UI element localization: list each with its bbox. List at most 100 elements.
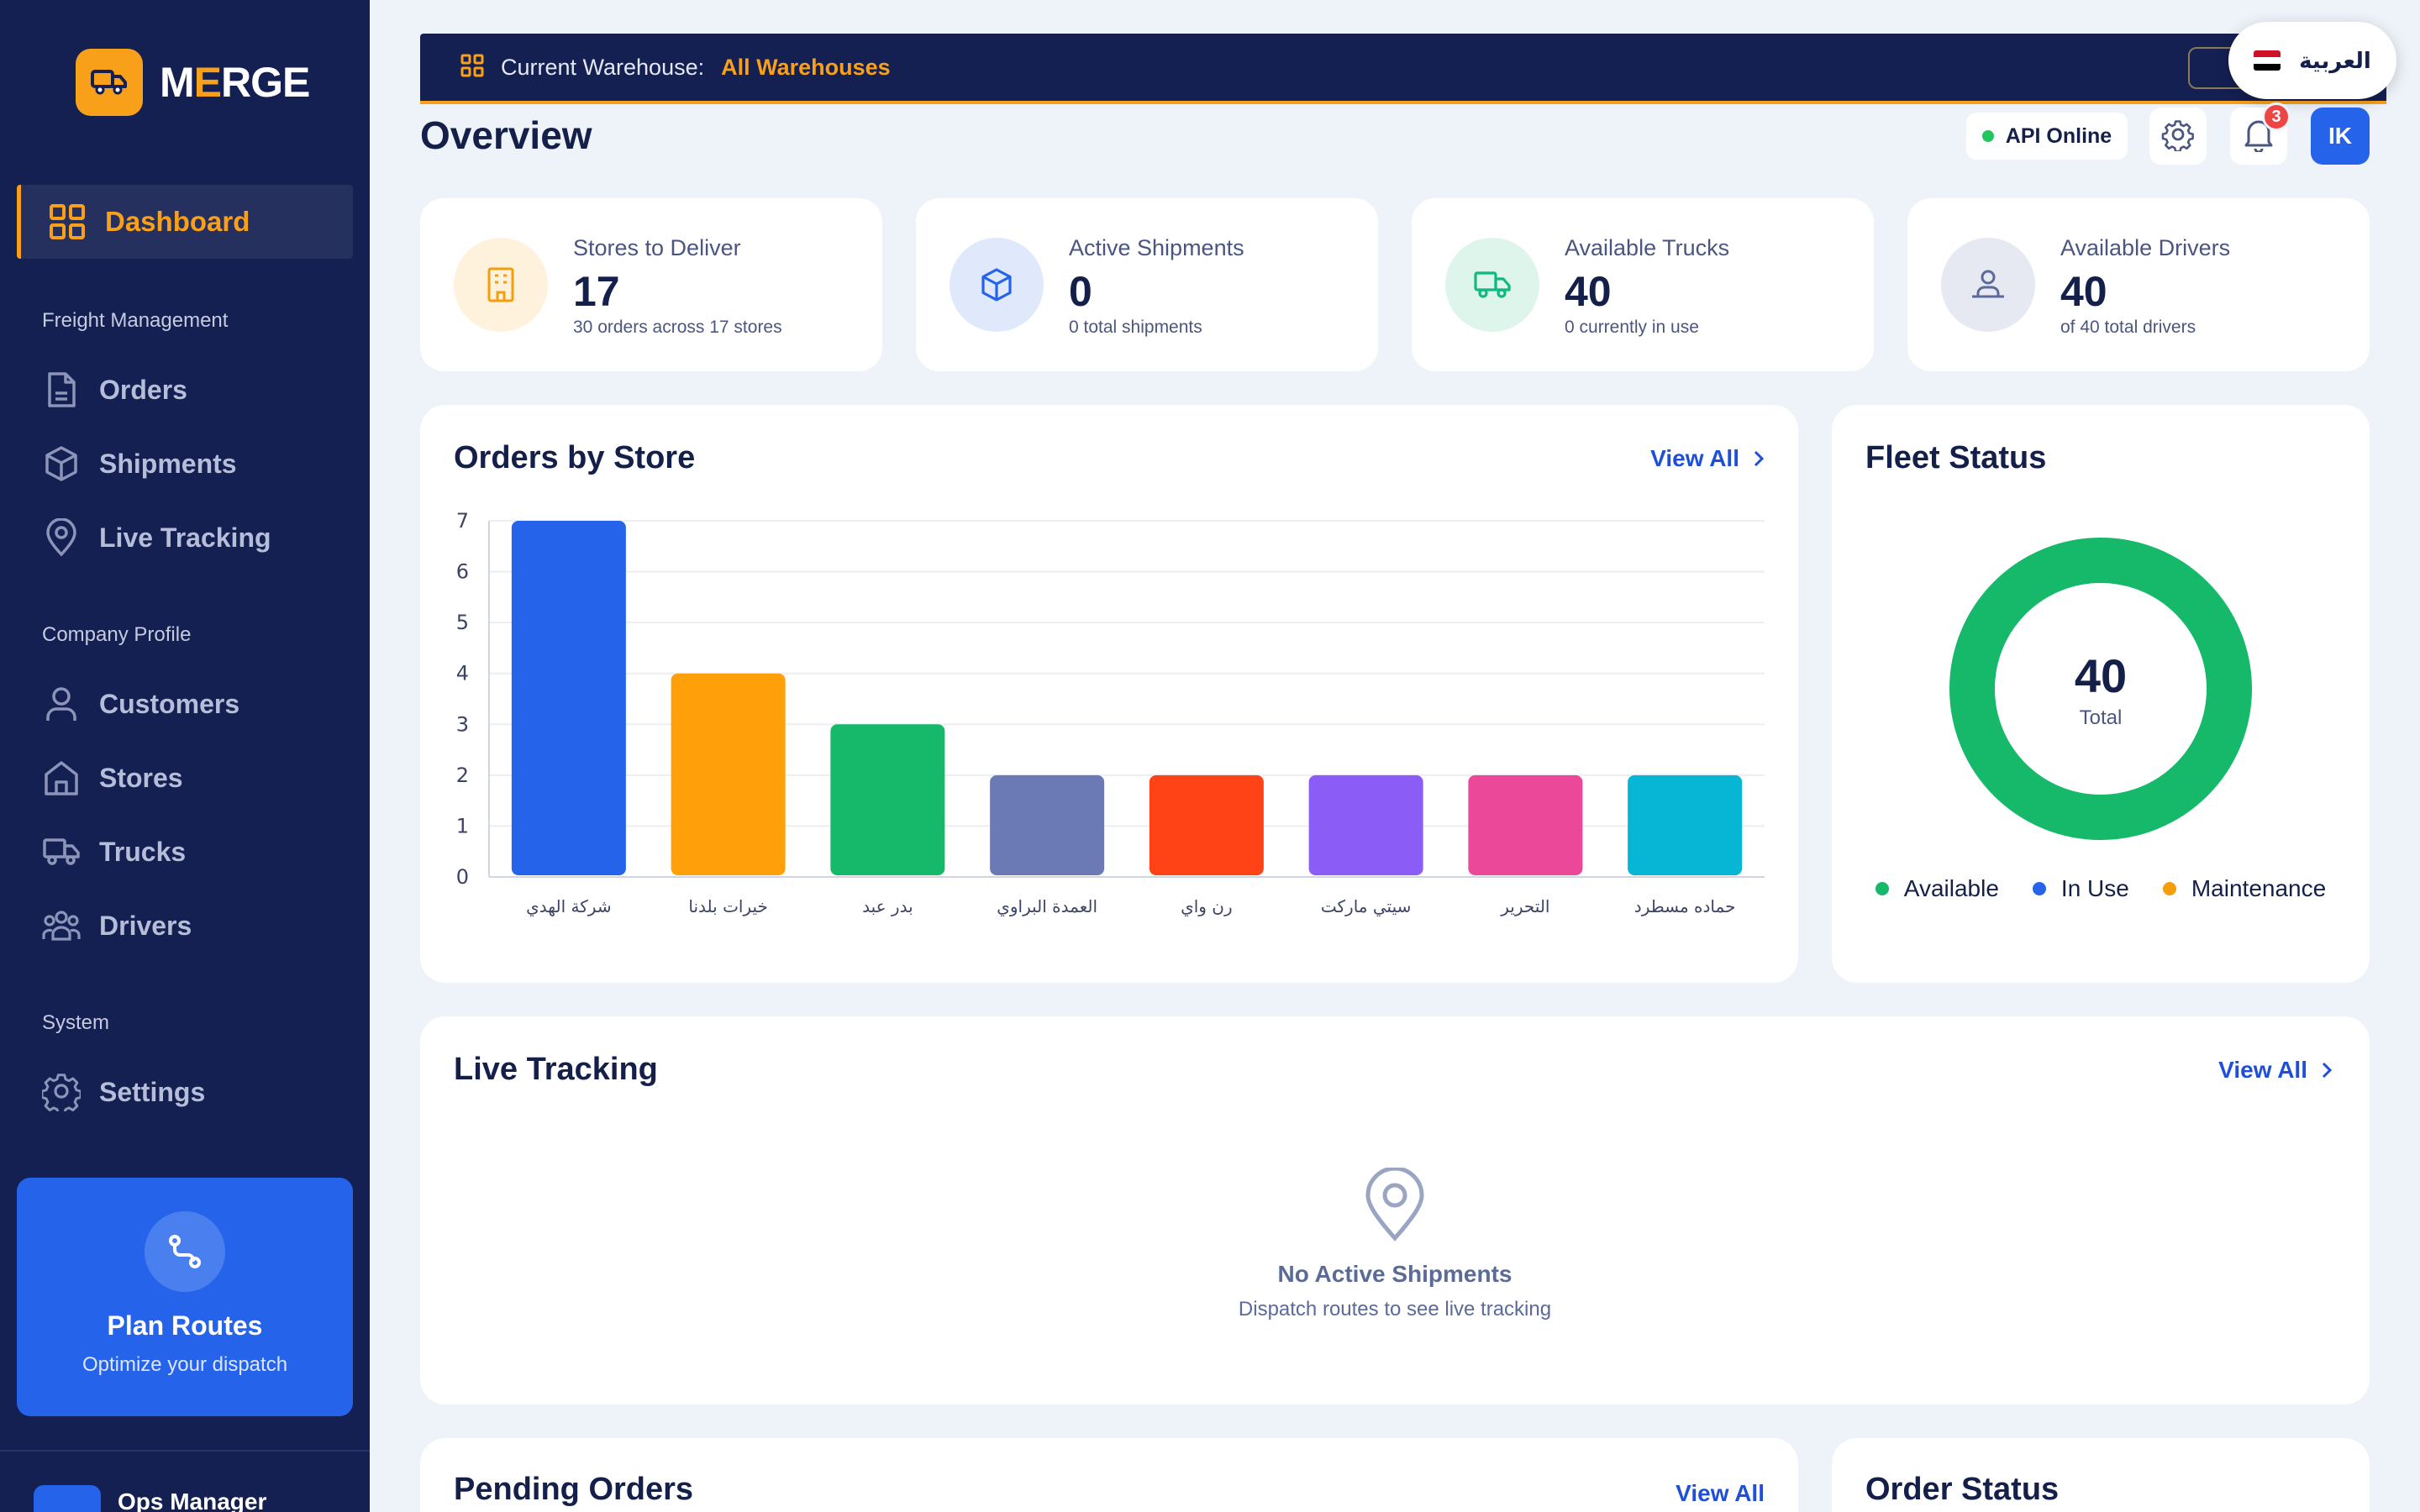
stat-subtext: 30 orders across 17 stores (573, 318, 782, 337)
y-tick-label: 0 (456, 865, 469, 889)
y-tick-label: 7 (456, 509, 469, 533)
legend-dot (2032, 882, 2046, 895)
bar (830, 724, 945, 875)
notification-badge: 3 (2262, 102, 2291, 131)
sidebar-item-shipments[interactable]: Shipments (42, 438, 237, 489)
stat-label: Active Shipments (1069, 235, 1244, 260)
building-icon (454, 238, 548, 332)
sidebar-item-dashboard[interactable]: Dashboard (17, 185, 353, 259)
warehouse-selector[interactable]: All Warehouses (721, 54, 891, 80)
legend-dot (1875, 882, 1889, 895)
x-tick-label: رن واي (1181, 896, 1233, 917)
sidebar-item-label: Settings (99, 1076, 206, 1107)
warehouse-bar[interactable]: Current Warehouse: All Warehouses (420, 34, 2386, 104)
sidebar-divider (0, 1450, 370, 1452)
route-icon (145, 1211, 225, 1292)
map-pin-icon (42, 518, 81, 557)
sidebar-item-trucks[interactable]: Trucks (42, 827, 186, 877)
view-all-label: View All (1650, 445, 1739, 471)
sidebar-item-customers[interactable]: Customers (42, 679, 239, 729)
stat-card-trucks[interactable]: Available Trucks 40 0 currently in use (1412, 198, 1874, 371)
bar (1468, 774, 1583, 875)
sidebar-item-label: Orders (99, 374, 187, 405)
home-icon (42, 759, 81, 797)
section-freight-management: Freight Management (42, 309, 229, 332)
bar (1628, 774, 1743, 875)
legend-label: In Use (2060, 875, 2129, 901)
y-tick-label: 3 (456, 712, 469, 736)
legend-dot (2162, 882, 2176, 895)
sidebar-item-label: Live Tracking (99, 522, 271, 553)
fleet-donut-chart (1949, 538, 2252, 840)
sidebar-item-label: Drivers (99, 910, 192, 941)
box-icon (42, 444, 81, 483)
plan-routes-title: Plan Routes (107, 1310, 263, 1341)
notifications-button[interactable]: 3 (2230, 102, 2291, 165)
sidebar-item-live-tracking[interactable]: Live Tracking (42, 512, 271, 563)
stat-card-drivers[interactable]: Available Drivers 40 of 40 total drivers (1907, 198, 2370, 371)
gear-icon (2161, 118, 2195, 155)
y-tick-label: 6 (456, 560, 469, 584)
sidebar: MERGE Dashboard Freight Management Order… (0, 0, 370, 1512)
sidebar-item-orders[interactable]: Orders (42, 365, 187, 415)
warehouse-bar-button[interactable] (2188, 47, 2255, 89)
fleet-status-panel: Fleet Status 40 Total Available In Use M… (1832, 405, 2370, 983)
donut-segment-available (1949, 538, 2252, 840)
bar (990, 774, 1105, 875)
view-all-link[interactable]: View All (1650, 445, 1765, 472)
orders-by-store-panel: Orders by Store View All 0 1 2 3 4 5 6 7 شركة ال… (420, 405, 1798, 983)
x-tick-label: شركة الهدي (526, 896, 611, 917)
stat-card-stores[interactable]: Stores to Deliver 17 30 orders across 17… (420, 198, 882, 371)
grid-icon (460, 54, 484, 81)
sidebar-item-settings[interactable]: Settings (42, 1067, 205, 1117)
plan-routes-card[interactable]: Plan Routes Optimize your dispatch (17, 1178, 353, 1416)
settings-button[interactable] (2149, 108, 2207, 165)
x-tick-label: بدر عبد (862, 896, 913, 916)
stat-subtext: 0 currently in use (1565, 318, 1699, 337)
truck-logo-icon (76, 49, 143, 116)
sidebar-item-drivers[interactable]: Drivers (42, 900, 192, 951)
stat-value: 0 (1069, 268, 1092, 315)
chevron-right-icon (1754, 450, 1765, 467)
fleet-total: 40 (2074, 649, 2128, 702)
fleet-legend: Available In Use Maintenance (1832, 875, 2370, 902)
stat-label: Available Trucks (1565, 235, 1730, 260)
sidebar-item-label: Customers (99, 688, 240, 719)
user-avatar[interactable]: IK (2311, 108, 2370, 165)
section-system: System (42, 1011, 110, 1034)
orders-bar-chart: 0 1 2 3 4 5 6 7 شركة الهدي خيرات بلدنا بدر عبد العم… (456, 509, 1765, 917)
bar (1149, 774, 1264, 875)
sidebar-item-label: Stores (99, 762, 183, 793)
view-all-link[interactable]: View All (1676, 1480, 1765, 1506)
y-tick-label: 5 (456, 611, 469, 634)
sidebar-item-label: Dashboard (105, 206, 250, 237)
status-dot (1981, 130, 1994, 142)
section-company-profile: Company Profile (42, 623, 192, 646)
stat-card-shipments[interactable]: Active Shipments 0 0 total shipments (916, 198, 1378, 371)
user-avatar-small[interactable] (34, 1485, 101, 1512)
live-tracking-panel: Live Tracking View All No Active Shipmen… (420, 1016, 2370, 1404)
stat-label: Stores to Deliver (573, 235, 741, 260)
language-label: العربية (2299, 47, 2371, 73)
brand-logo[interactable]: MERGE (76, 49, 310, 116)
empty-state-subtitle: Dispatch routes to see live tracking (1238, 1298, 1552, 1320)
user-role: Ops Manager (118, 1488, 267, 1512)
api-status-badge: API Online (1966, 113, 2128, 160)
view-all-link[interactable]: View All (2218, 1057, 2333, 1084)
chevron-right-icon (2322, 1062, 2333, 1079)
legend-item-in-use: In Use (2032, 875, 2129, 902)
empty-state-title: No Active Shipments (1277, 1261, 1512, 1287)
order-status-panel: Order Status (1832, 1438, 2370, 1512)
legend-item-available: Available (1875, 875, 1999, 902)
language-switcher[interactable]: العربية (2228, 22, 2396, 99)
sidebar-item-stores[interactable]: Stores (42, 753, 183, 803)
stat-value: 17 (573, 268, 620, 315)
box-icon (950, 238, 1044, 332)
fleet-total-label: Total (2079, 706, 2123, 729)
panel-title: Live Tracking (454, 1052, 658, 1087)
empty-state: No Active Shipments Dispatch routes to s… (420, 1166, 2370, 1321)
brand-name: MERGE (160, 59, 310, 106)
y-tick-label: 4 (456, 662, 469, 685)
view-all-label: View All (2218, 1057, 2307, 1083)
bar (671, 673, 786, 875)
